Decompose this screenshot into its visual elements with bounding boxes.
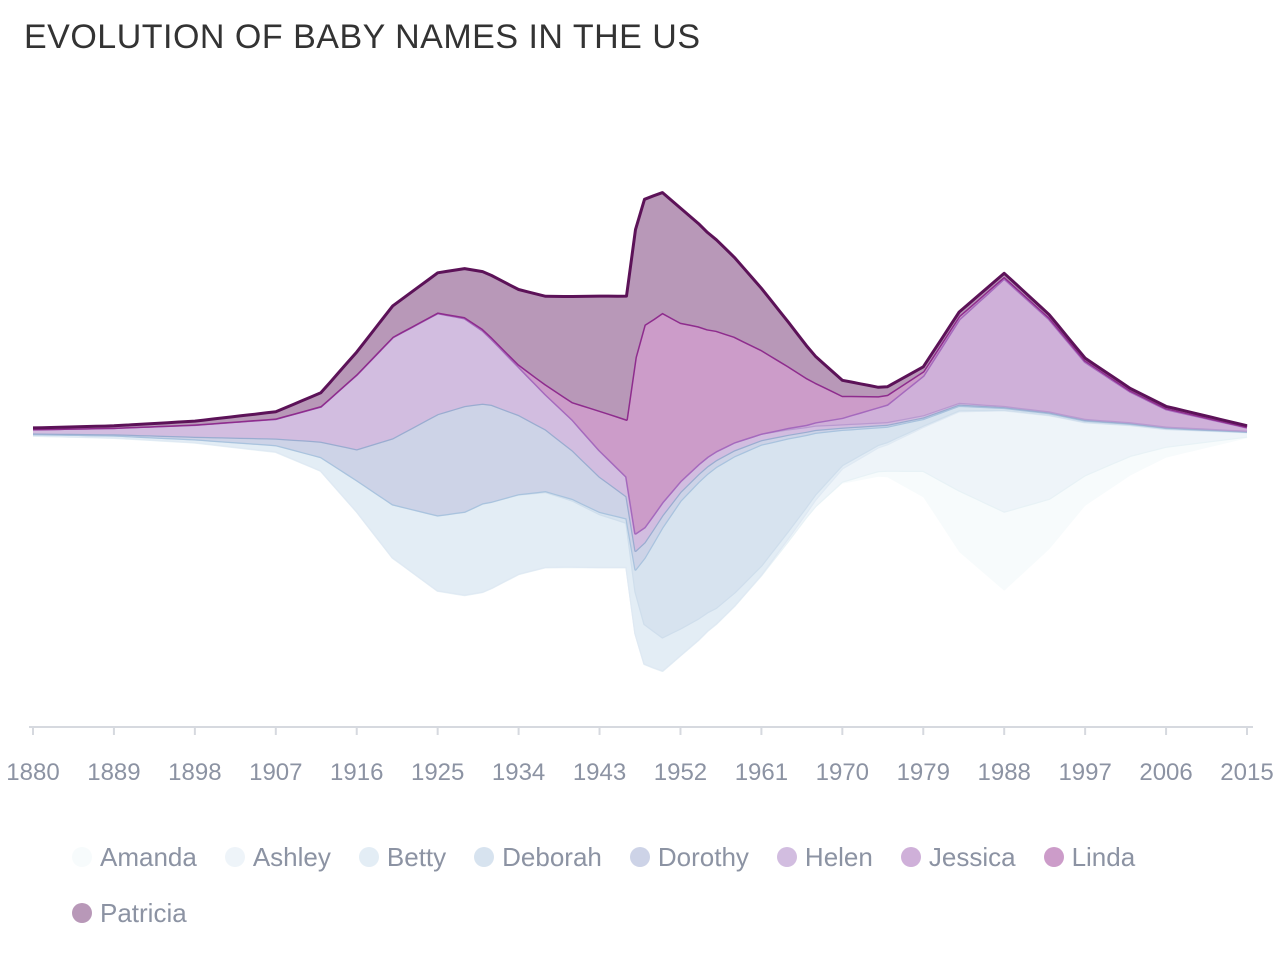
x-tick-label: 1961	[735, 759, 788, 786]
stream-layers	[32, 191, 1248, 673]
x-axis: 1880 1889 1898 1907 1916 1925 1934 1943 1952 1961…	[6, 726, 1274, 786]
legend-item-amanda[interactable]: Amanda	[72, 838, 197, 876]
legend-label: Patricia	[100, 897, 187, 928]
stream-area-helen[interactable]	[33, 312, 1247, 551]
stream-line-patricia	[32, 191, 1248, 430]
x-tick-label: 1979	[897, 759, 950, 786]
x-tick-label: 1943	[573, 759, 626, 786]
x-tick-label: 1880	[6, 759, 59, 786]
legend-swatch	[629, 847, 650, 867]
legend-swatch	[358, 847, 379, 867]
x-tick-label: 1997	[1058, 759, 1111, 786]
x-tick-label: 2015	[1220, 759, 1273, 786]
x-tick-label: 1898	[168, 759, 221, 786]
legend-swatch	[72, 903, 92, 923]
stream-area-patricia[interactable]	[33, 192, 1247, 429]
legend-item-jessica[interactable]: Jessica	[900, 838, 1016, 876]
stream-area-jessica[interactable]	[33, 278, 1247, 534]
legend-label: Helen	[804, 841, 873, 872]
legend: Amanda Ashley Betty Deborah Dorothy Helen Jess…	[72, 838, 1232, 932]
legend-item-linda[interactable]: Linda	[1043, 838, 1136, 876]
stream-area-deborah[interactable]	[33, 405, 1247, 638]
legend-swatch	[474, 847, 495, 867]
x-tick-label: 1916	[330, 759, 383, 786]
legend-item-deborah[interactable]: Deborah	[474, 838, 602, 876]
legend-label: Linda	[1071, 841, 1136, 872]
legend-label: Amanda	[100, 841, 197, 872]
legend-swatch	[224, 847, 245, 867]
legend-label: Betty	[386, 841, 447, 872]
x-tick-label: 1970	[816, 759, 869, 786]
legend-swatch	[72, 847, 92, 867]
chart-title: EVOLUTION OF BABY NAMES IN THE US	[24, 18, 701, 56]
x-tick-label: 1925	[411, 759, 464, 786]
legend-item-betty[interactable]: Betty	[358, 838, 447, 876]
x-tick-label: 1889	[87, 759, 140, 786]
x-tick-label: 2006	[1139, 759, 1192, 786]
stream-area-betty[interactable]	[33, 409, 1247, 671]
legend-swatch	[776, 847, 797, 867]
x-tick-label: 1988	[978, 759, 1031, 786]
legend-item-ashley[interactable]: Ashley	[224, 838, 331, 876]
x-tick-label: 1952	[654, 759, 707, 786]
legend-swatch	[1043, 847, 1064, 867]
legend-item-helen[interactable]: Helen	[776, 838, 873, 876]
legend-item-patricia[interactable]: Patricia	[72, 894, 187, 932]
legend-label: Jessica	[928, 841, 1016, 872]
x-tick-label: 1907	[249, 759, 302, 786]
legend-label: Deborah	[502, 841, 602, 872]
x-tick-label: 1934	[492, 759, 545, 786]
stream-area-ashley[interactable]	[33, 410, 1247, 671]
legend-swatch	[900, 847, 921, 867]
legend-label: Ashley	[252, 841, 331, 872]
stream-area-amanda[interactable]	[33, 435, 1247, 672]
legend-label: Dorothy	[657, 841, 749, 872]
legend-item-dorothy[interactable]: Dorothy	[629, 838, 749, 876]
